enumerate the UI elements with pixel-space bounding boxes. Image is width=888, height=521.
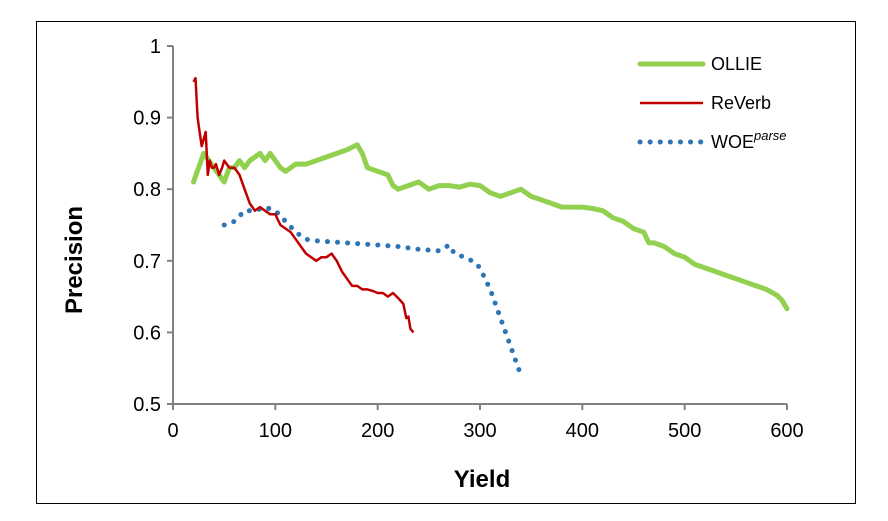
tick-labels: 0 100 200 300 400 500 600 0.5 0.6 0.7 0.8 0.9 1 [133,36,804,442]
chart-frame: 0 100 200 300 400 500 600 0.5 0.6 0.7 0.8 0.9 1 Yiel… [36,21,856,504]
x-tick-label: 300 [463,420,496,442]
line-chart: 0 100 200 300 400 500 600 0.5 0.6 0.7 0.8 0.9 1 Yiel… [61,36,804,493]
legend: OLLIE ReVerb WOEparse [637,54,787,152]
y-tick-label: 0.6 [133,322,161,344]
legend-label-woe-superscript: parse [753,128,787,143]
series-line-reverb [192,76,415,334]
x-tick-label: 400 [566,420,599,442]
y-tick-label: 0.9 [133,108,161,130]
y-tick-label: 0.5 [133,394,161,416]
legend-label-reverb: ReVerb [711,93,771,113]
legend-label-ollie: OLLIE [711,54,762,74]
x-tick-label: 100 [259,420,292,442]
x-axis-title: Yield [454,466,510,493]
series-line-ollie [191,142,790,312]
y-tick-label: 0.8 [133,179,161,201]
legend-label-woe: WOEparse [711,128,787,152]
series-line-woe [221,204,522,373]
y-tick-label: 1 [150,36,161,58]
x-tick-label: 600 [770,420,803,442]
legend-label-woe-main: WOE [711,132,754,152]
series-layer [191,76,790,373]
y-tick-label: 0.7 [133,251,161,273]
x-tick-label: 500 [668,420,701,442]
axes [167,45,788,410]
x-tick-label: 200 [361,420,394,442]
x-tick-label: 0 [167,420,178,442]
y-axis-title: Precision [61,206,88,314]
